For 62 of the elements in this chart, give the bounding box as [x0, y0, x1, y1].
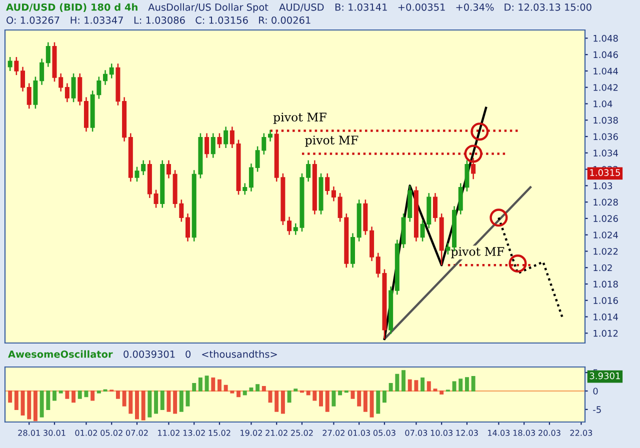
- x-tick-label: 22.03: [570, 430, 592, 436]
- x-tick-label: 27.02: [322, 430, 344, 436]
- y-tick-label: 1.018: [594, 280, 618, 288]
- x-tick-label: 18.03: [513, 430, 535, 436]
- y-tick-label: 1.038: [594, 116, 618, 124]
- text: 0: [186, 350, 191, 358]
- y-tick-label: 1.03: [594, 182, 612, 190]
- x-tick-label: 20.03: [538, 430, 560, 436]
- x-tick-label: 11.02: [158, 430, 180, 436]
- y-tick-label: 1.02: [594, 264, 612, 272]
- y-tick-label: 1.026: [594, 215, 618, 222]
- x-tick-label: 25.02: [291, 430, 313, 436]
- x-tick-label: 05.02: [100, 430, 122, 436]
- y-tick-label: 1.036: [594, 133, 618, 140]
- series-label: pivot MF: [305, 136, 358, 147]
- y-tick-label: 1.044: [594, 68, 618, 75]
- chart-title: AwesomeOscillator: [8, 350, 113, 358]
- x-tick-label: 01.03: [348, 430, 370, 436]
- y-tick-label: 1.016: [594, 297, 618, 304]
- y-tick-label: 0: [593, 388, 598, 395]
- series-label: pivot MF: [273, 112, 326, 124]
- annotation: 1.0315: [590, 169, 620, 176]
- annotation: 3.9301: [590, 372, 620, 380]
- text: +0.00351: [398, 3, 445, 11]
- x-tick-label: 07.03: [405, 430, 428, 436]
- x-tick-label: 12.03: [456, 430, 478, 436]
- chart-subtitle: AusDollar/US Dollar Spot: [148, 3, 268, 13]
- y-tick-label: 1.022: [594, 248, 618, 255]
- x-tick-label: 05.03: [373, 430, 396, 436]
- text: 0.0039301: [124, 350, 175, 358]
- x-tick-label: 19.02: [240, 430, 262, 436]
- x-tick-label: 10.03: [430, 430, 452, 436]
- y-tick-label: 1.048: [594, 34, 618, 42]
- text: R: 0.00261: [259, 16, 310, 24]
- text: H: 1.03347: [70, 16, 123, 24]
- x-tick-label: 28.01: [18, 430, 40, 436]
- text: +0.34%: [456, 3, 494, 11]
- x-tick-label: 21.02: [266, 430, 288, 436]
- x-tick-label: 30.01: [44, 430, 66, 436]
- text: L: 1.03086: [134, 16, 185, 24]
- y-tick-label: 1.04: [594, 100, 612, 108]
- y-tick-label: -5: [593, 406, 601, 414]
- text: AUD/USD: [279, 3, 324, 12]
- x-tick-label: 01.02: [75, 430, 97, 436]
- y-tick-label: 1.024: [594, 232, 618, 238]
- y-tick-label: 1.042: [594, 84, 618, 91]
- y-tick-label: 1.028: [594, 198, 618, 206]
- text: D: 12.03.13 15:00: [504, 3, 592, 11]
- y-tick-label: 1.014: [594, 314, 618, 320]
- y-tick-label: 1.012: [594, 330, 618, 337]
- x-tick-label: 07.02: [126, 430, 148, 436]
- y-tick-label: 1.046: [594, 51, 618, 58]
- text: O: 1.03267: [6, 16, 60, 24]
- y-tick-label: 1.034: [594, 150, 618, 156]
- text: C: 1.03156: [196, 16, 248, 24]
- series-label: pivot MF: [451, 247, 504, 258]
- text: B: 1.03141: [335, 3, 387, 11]
- x-tick-label: 15.02: [208, 430, 230, 436]
- x-tick-label: 14.03: [488, 430, 510, 436]
- chart-title: AUD/USD (BID) 180 d 4h: [6, 3, 138, 12]
- x-tick-label: 13.02: [183, 430, 205, 436]
- text: <thousandths>: [202, 350, 277, 358]
